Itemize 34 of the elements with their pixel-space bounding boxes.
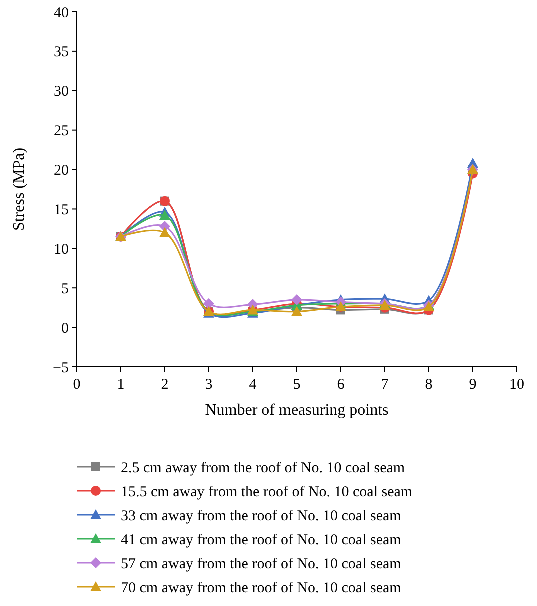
x-tick-label: 7	[381, 377, 390, 393]
point	[292, 294, 302, 306]
point	[160, 210, 170, 220]
point	[292, 306, 302, 316]
x-tick-label: 4	[249, 377, 258, 393]
legend-label: 2.5 cm away from the roof of No. 10 coal seam	[121, 460, 406, 476]
legend-label: 15.5 cm away from the roof of No. 10 coal seam	[121, 484, 413, 500]
legend-label: 70 cm away from the roof of No. 10 coal seam	[121, 580, 402, 596]
point	[160, 227, 170, 238]
legend-label: 33 cm away from the roof of No. 10 coal seam	[121, 508, 402, 524]
y-tick-label: 40	[54, 5, 69, 22]
y-tick-label: −5	[53, 360, 69, 376]
y-tick-label: 0	[62, 320, 69, 337]
x-tick-label: 8	[425, 377, 433, 393]
x-tick-label: 3	[205, 377, 213, 393]
y-tick-label: 35	[54, 44, 69, 61]
x-tick-label: 5	[293, 377, 301, 393]
y-tick-label: 25	[54, 124, 69, 140]
y-tick-label: 10	[54, 242, 69, 258]
x-tick-label: 2	[161, 377, 169, 393]
x-tick-label: 9	[469, 377, 477, 393]
y-tick-label: 30	[54, 84, 69, 100]
x-tick-label: 6	[337, 377, 346, 393]
point	[204, 298, 214, 310]
y-tick-label: 5	[62, 281, 69, 298]
legend-label: 41 cm away from the roof of No. 10 coal seam	[121, 532, 402, 548]
x-tick-label: 0	[73, 377, 81, 393]
x-tick-label: 10	[510, 377, 524, 393]
y-tick-label: 20	[54, 163, 69, 180]
y-tick-label: 15	[54, 202, 69, 218]
legend-label: 57 cm away from the roof of No. 10 coal seam	[121, 556, 402, 572]
x-axis-title: Number of measuring points	[205, 402, 389, 419]
x-tick-label: 1	[117, 377, 125, 393]
y-axis-title: Stress (MPa)	[11, 148, 28, 232]
